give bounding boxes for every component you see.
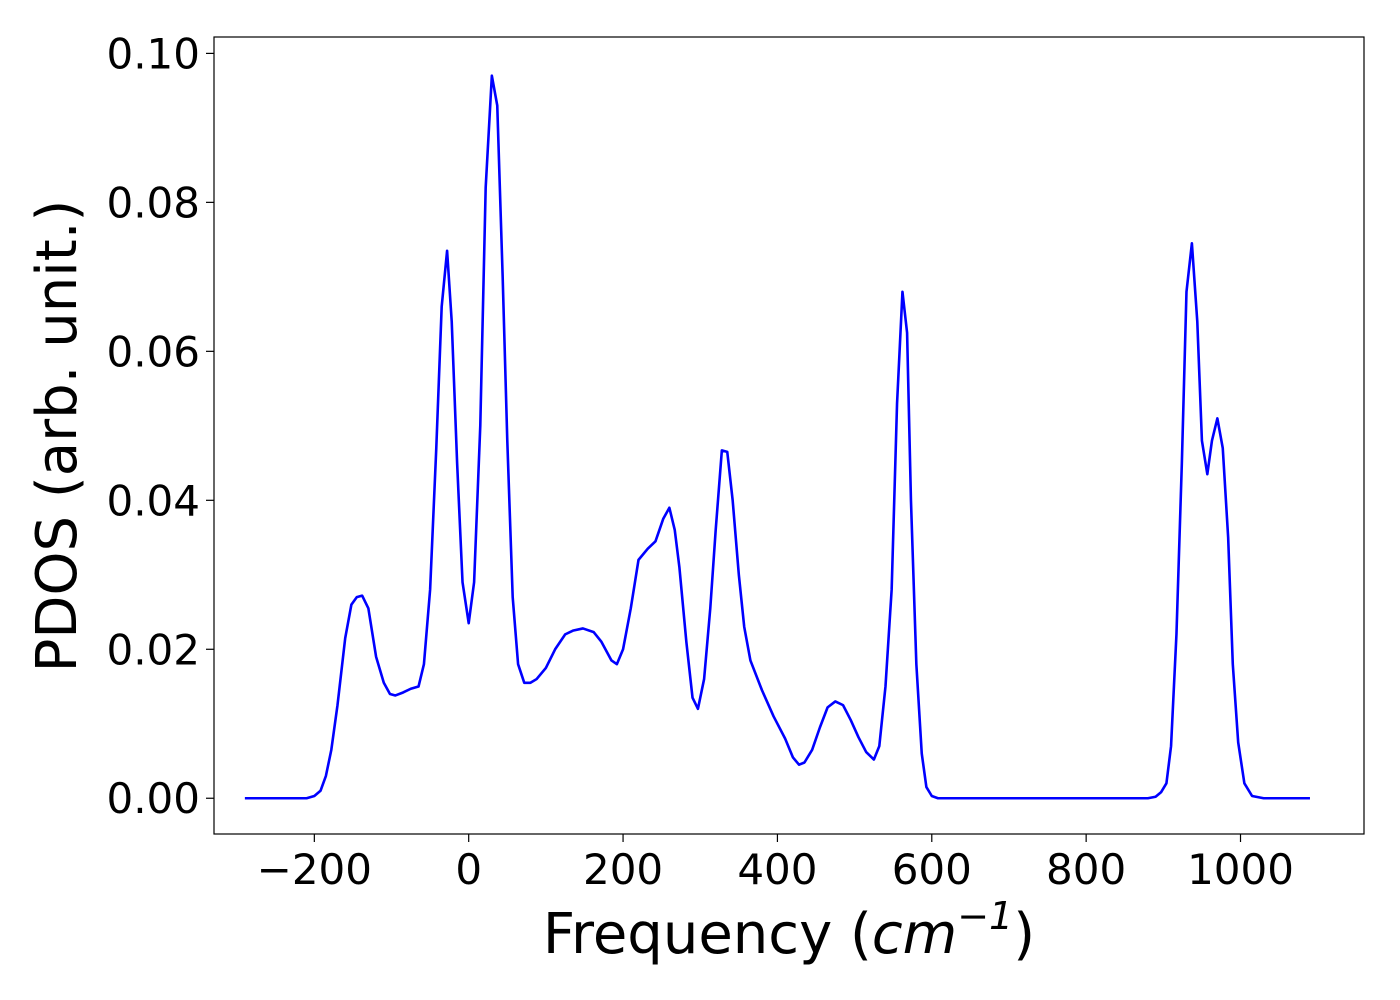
y-tick-label: 0.06: [106, 327, 200, 376]
y-tick-label: 0.00: [106, 774, 200, 823]
x-tick-label: 200: [583, 845, 663, 894]
y-axis-title: PDOS (arb. unit.): [25, 200, 90, 673]
x-axis-title-close: ): [1013, 902, 1035, 967]
x-tick-label: 0: [455, 845, 482, 894]
y-tick-label: 0.10: [106, 29, 200, 78]
y-axis: 0.00 0.02 0.04 0.06 0.08 0.10: [106, 29, 214, 823]
x-axis: −200 0 200 400 600 800 1000: [257, 834, 1294, 894]
x-tick-label: 600: [892, 845, 972, 894]
x-axis-title: Frequency (cm−1): [543, 894, 1035, 967]
x-tick-label: 800: [1046, 845, 1126, 894]
x-tick-label: 1000: [1187, 845, 1294, 894]
x-tick-label: 400: [737, 845, 817, 894]
plot-background: [214, 37, 1364, 834]
x-axis-title-exponent: −1: [957, 894, 1013, 938]
x-tick-label: −200: [257, 845, 372, 894]
y-tick-label: 0.02: [106, 625, 200, 674]
series-layer: [244, 74, 1310, 800]
plot-frame: [213, 36, 1365, 835]
x-axis-title-unit: cm: [872, 902, 957, 967]
y-tick-label: 0.04: [106, 476, 200, 525]
x-axis-title-text: Frequency (: [543, 902, 872, 967]
series-line-0: [244, 74, 1310, 800]
y-tick-label: 0.08: [106, 178, 200, 227]
